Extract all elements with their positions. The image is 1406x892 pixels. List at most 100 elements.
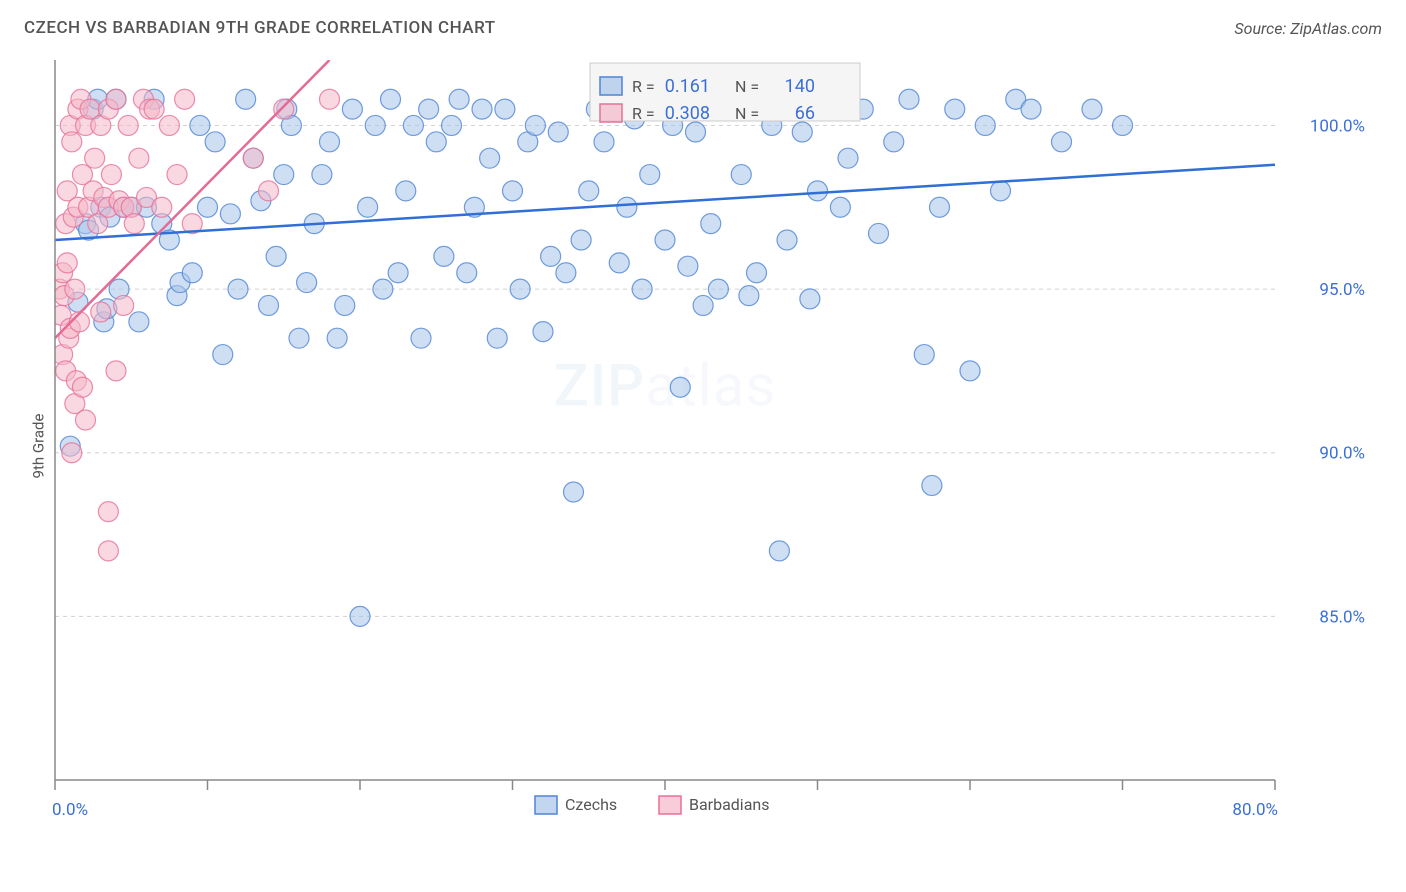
- scatter-point: [708, 279, 728, 299]
- scatter-point: [548, 122, 568, 142]
- legend-r-value: 0.161: [665, 76, 710, 97]
- scatter-point: [472, 99, 492, 119]
- scatter-point: [731, 165, 751, 185]
- x-tick-label: 0.0%: [52, 800, 88, 820]
- scatter-point: [320, 89, 340, 109]
- scatter-point: [792, 122, 812, 142]
- scatter-point: [124, 214, 144, 234]
- scatter-point: [899, 89, 919, 109]
- scatter-point: [65, 279, 85, 299]
- scatter-point: [274, 165, 294, 185]
- y-tick-label: 95.0%: [1319, 280, 1365, 300]
- scatter-point: [960, 361, 980, 381]
- scatter-point: [564, 482, 584, 502]
- scatter-point: [198, 197, 218, 217]
- scatter-point: [236, 89, 256, 109]
- scatter-point: [274, 99, 294, 119]
- scatter-point: [1021, 99, 1041, 119]
- scatter-point: [1052, 132, 1072, 152]
- scatter-point: [930, 197, 950, 217]
- scatter-point: [114, 295, 134, 315]
- scatter-point: [594, 132, 614, 152]
- scatter-point: [480, 148, 500, 168]
- x-tick-label: 80.0%: [1232, 800, 1278, 820]
- scatter-point: [869, 223, 889, 243]
- legend-swatch: [600, 77, 622, 95]
- scatter-point: [118, 115, 138, 135]
- scatter-point: [205, 132, 225, 152]
- scatter-point: [381, 89, 401, 109]
- legend-swatch: [600, 104, 622, 122]
- scatter-point: [747, 263, 767, 283]
- scatter-point: [419, 99, 439, 119]
- chart-title: CZECH VS BARBADIAN 9TH GRADE CORRELATION…: [24, 18, 496, 38]
- scatter-point: [243, 148, 263, 168]
- scatter-point: [571, 230, 591, 250]
- scatter-point: [640, 165, 660, 185]
- legend-swatch: [535, 796, 557, 814]
- scatter-point: [76, 410, 96, 430]
- scatter-point: [159, 115, 179, 135]
- scatter-point: [777, 230, 797, 250]
- scatter-point: [457, 263, 477, 283]
- scatter-point: [365, 115, 385, 135]
- scatter-point: [129, 148, 149, 168]
- scatter-point: [342, 99, 362, 119]
- scatter-point: [442, 115, 462, 135]
- scatter-point: [358, 197, 378, 217]
- scatter-point: [541, 246, 561, 266]
- scatter-point: [1082, 99, 1102, 119]
- scatter-point: [213, 345, 233, 365]
- scatter-point: [396, 181, 416, 201]
- legend-stats: [590, 63, 860, 121]
- scatter-point: [655, 230, 675, 250]
- scatter-point: [85, 148, 105, 168]
- scatter-point: [991, 181, 1011, 201]
- scatter-point: [335, 295, 355, 315]
- scatter-point: [693, 295, 713, 315]
- scatter-point: [914, 345, 934, 365]
- scatter-point: [320, 132, 340, 152]
- scatter-point: [617, 197, 637, 217]
- scatter-point: [388, 263, 408, 283]
- scatter-point: [411, 328, 431, 348]
- legend-n-label: N =: [735, 77, 759, 96]
- scatter-point: [945, 99, 965, 119]
- scatter-point: [487, 328, 507, 348]
- legend-label: Czechs: [565, 795, 617, 814]
- scatter-point: [144, 99, 164, 119]
- scatter-point: [175, 89, 195, 109]
- scatter-point: [152, 197, 172, 217]
- scatter-point: [678, 256, 698, 276]
- scatter-point: [182, 263, 202, 283]
- legend-n-label: N =: [735, 104, 759, 123]
- scatter-point: [62, 443, 82, 463]
- legend-swatch: [659, 796, 681, 814]
- scatter-point: [129, 312, 149, 332]
- scatter-point: [579, 181, 599, 201]
- scatter-point: [632, 279, 652, 299]
- scatter-point: [609, 253, 629, 273]
- source-attribution: Source: ZipAtlas.com: [1234, 19, 1382, 38]
- scatter-point: [101, 165, 121, 185]
- scatter-point: [289, 328, 309, 348]
- scatter-point: [167, 165, 187, 185]
- scatter-point: [525, 115, 545, 135]
- scatter-point: [830, 197, 850, 217]
- scatter-point: [228, 279, 248, 299]
- scatter-point: [533, 322, 553, 342]
- scatter-point: [72, 377, 92, 397]
- scatter-point: [1113, 115, 1133, 135]
- scatter-point: [739, 286, 759, 306]
- scatter-point: [510, 279, 530, 299]
- scatter-point: [495, 99, 515, 119]
- scatter-point: [266, 246, 286, 266]
- legend-r-label: R =: [632, 77, 655, 96]
- scatter-point: [312, 165, 332, 185]
- scatter-point: [373, 279, 393, 299]
- scatter-point: [426, 132, 446, 152]
- scatter-point: [220, 204, 240, 224]
- scatter-point: [190, 115, 210, 135]
- scatter-point: [975, 115, 995, 135]
- scatter-point: [327, 328, 347, 348]
